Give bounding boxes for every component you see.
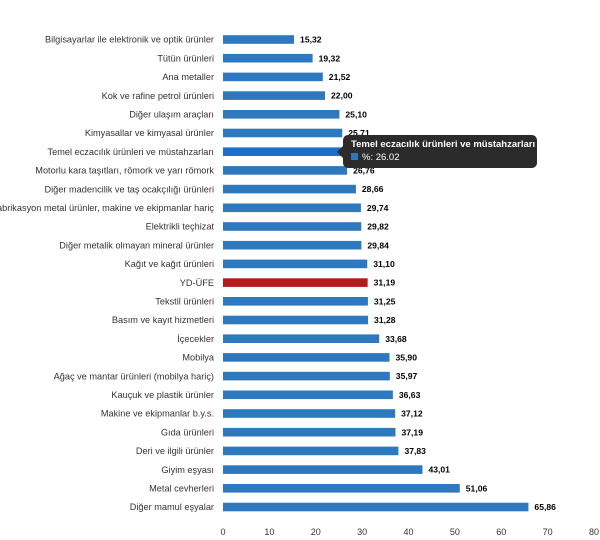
category-label-12: Kağıt ve kağıt ürünleri [125,259,214,269]
value-label-2: 21,52 [329,72,351,82]
category-label-19: Kauçuk ve plastik ürünler [111,390,214,400]
value-label-19: 36,63 [399,390,421,400]
category-label-14: Tekstil ürünleri [155,297,214,307]
bar-9[interactable] [223,203,361,213]
category-label-16: İçecekler [177,334,214,344]
bar-7[interactable] [223,166,348,175]
bar-tooltip: Temel eczacılık ürünleri ve müstahzarlar… [337,135,537,168]
bar-23[interactable] [223,465,423,474]
category-label-17: Mobilya [182,353,215,363]
category-label-5: Kimyasallar ve kimyasal ürünler [85,128,214,138]
bar-19[interactable] [223,390,393,400]
category-label-15: Basım ve kayıt hizmetleri [112,315,214,325]
value-label-12: 31,10 [373,259,395,269]
value-label-5: 25,71 [348,128,370,138]
category-label-6: Temel eczacılık ürünleri ve müstahzarlar… [48,147,214,157]
value-label-15: 31,28 [374,315,396,325]
x-tick-label-2: 20 [311,527,321,537]
x-tick-label-3: 30 [357,527,367,537]
bar-16[interactable] [223,334,380,343]
bar-20[interactable] [223,409,396,418]
tooltip-title: Temel eczacılık ürünleri ve müstahzarlar… [351,139,536,150]
bar-2[interactable] [223,72,323,82]
bar-8[interactable] [223,184,356,194]
value-label-23: 43,01 [428,465,450,475]
category-label-2: Ana metaller [162,72,214,82]
category-label-13: YD-ÜFE [180,278,214,288]
value-label-10: 29,82 [367,222,389,232]
value-label-4: 25,10 [345,109,367,119]
bar-15[interactable] [223,315,369,325]
category-label-23: Giyim eşyası [161,465,214,475]
value-label-11: 29,84 [367,240,389,250]
x-tick-label-4: 40 [403,527,413,537]
bar-17[interactable] [223,353,390,362]
bar-0[interactable] [223,35,295,44]
value-label-1: 19,32 [319,53,341,63]
value-labels-group: 15,32 19,32 21,52 22,00 25,10 25,71 26,76 28,66… [300,35,556,512]
value-label-20: 37,12 [401,409,423,419]
value-label-22: 37,83 [404,446,426,456]
bar-12[interactable] [223,259,368,269]
category-label-24: Metal cevherleri [149,484,214,494]
category-label-10: Elektrikli teçhizat [146,222,215,232]
value-label-3: 22,00 [331,91,353,101]
bar-24[interactable] [223,484,460,493]
bar-25[interactable] [223,502,529,512]
category-label-11: Diğer metalik olmayan mineral ürünler [59,240,214,250]
tooltip-value: %: 26.02 [362,152,400,163]
tooltip-value-row: %: 26.02 [351,151,529,165]
x-tick-label-7: 70 [543,527,553,537]
category-label-21: Gıda ürünleri [161,427,214,437]
value-label-24: 51,06 [466,483,488,493]
bar-11[interactable] [223,240,362,250]
bar-6[interactable] [223,147,344,156]
value-label-21: 37,19 [401,427,423,437]
category-label-22: Deri ve ilgili ürünler [136,446,214,456]
value-label-18: 35,97 [396,371,418,381]
category-label-9: Fabrikasyon metal ürünler, makine ve eki… [0,203,214,213]
bar-10[interactable] [223,222,362,231]
category-label-25: Diğer mamul eşyalar [130,502,214,512]
x-tick-label-8: 80 [589,527,599,537]
value-label-8: 28,66 [362,184,384,194]
bar-5[interactable] [223,128,343,138]
category-label-8: Diğer madencilik ve taş ocakçılığı ürünl… [44,184,214,194]
value-label-7: 26,76 [353,166,375,176]
bar-13[interactable] [223,278,368,287]
x-axis: 0 10 20 30 40 50 60 70 80 [220,527,599,537]
bar-21[interactable] [223,427,396,437]
bar-22[interactable] [223,446,399,456]
bar-18[interactable] [223,371,390,381]
category-label-18: Ağaç ve mantar ürünleri (mobilya hariç) [54,371,214,381]
bar-1[interactable] [223,53,313,63]
value-label-0: 15,32 [300,35,322,45]
bar-3[interactable] [223,91,326,100]
value-label-14: 31,25 [374,296,396,306]
value-label-16: 33,68 [385,334,407,344]
bar-14[interactable] [223,297,368,306]
value-label-25: 65,86 [534,502,556,512]
x-tick-label-6: 60 [496,527,506,537]
x-tick-label-5: 50 [450,527,460,537]
x-tick-label-1: 10 [264,527,274,537]
tooltip-swatch [351,152,358,160]
category-label-20: Makine ve ekipmanlar b.y.s. [101,409,214,419]
value-label-13: 31,19 [374,278,396,288]
category-label-7: Motorlu kara taşıtları, römork ve yarı r… [35,166,214,176]
category-label-3: Kok ve rafine petrol ürünleri [102,91,214,101]
category-label-1: Tütün ürünleri [157,53,214,63]
category-label-0: Bilgisayarlar ile elektronik ve optik ür… [45,35,214,45]
value-label-9: 29,74 [367,203,389,213]
category-labels-group: Bilgisayarlar ile elektronik ve optik ür… [0,35,215,513]
category-label-4: Diğer ulaşım araçları [129,110,214,120]
value-label-17: 35,90 [395,353,417,363]
x-tick-label-0: 0 [220,527,225,537]
bars-group [223,35,529,512]
bar-4[interactable] [223,110,340,119]
